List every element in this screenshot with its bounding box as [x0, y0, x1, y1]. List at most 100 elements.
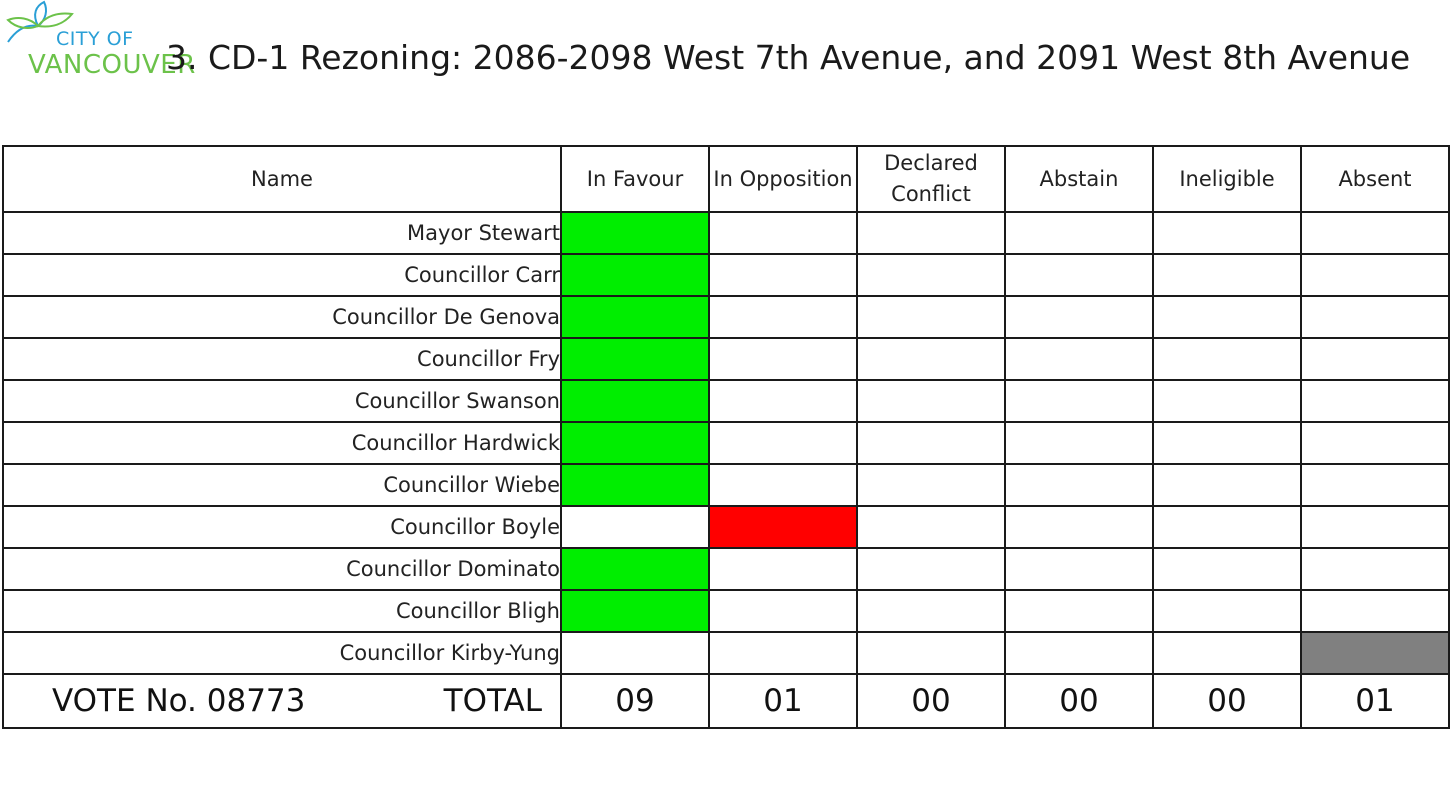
city-of-vancouver-logo: CITY OF VANCOUVER — [2, 0, 212, 80]
vote-cell-ineligible — [1152, 589, 1302, 633]
vote-cell-absent — [1300, 337, 1450, 381]
vote-cell-declared-conflict — [856, 379, 1006, 423]
vote-cell-in-opposition — [708, 211, 858, 255]
vote-cell-in-opposition — [708, 337, 858, 381]
table-row: Councillor De Genova — [2, 295, 1450, 339]
vote-cell-in-opposition — [708, 463, 858, 507]
total-row: VOTE No. 08773 TOTAL 09 01 00 00 00 01 — [2, 673, 1450, 729]
member-name: Councillor De Genova — [2, 295, 562, 339]
vote-cell-declared-conflict — [856, 211, 1006, 255]
total-in-opposition: 01 — [708, 673, 858, 729]
vote-cell-ineligible — [1152, 505, 1302, 549]
column-header-in-opposition: In Opposition — [708, 145, 858, 213]
vote-cell-absent — [1300, 211, 1450, 255]
vote-cell-absent — [1300, 505, 1450, 549]
member-name: Councillor Wiebe — [2, 463, 562, 507]
vote-cell-absent — [1300, 631, 1450, 675]
column-header-in-favour: In Favour — [560, 145, 710, 213]
page-title: 3. CD-1 Rezoning: 2086-2098 West 7th Ave… — [166, 38, 1411, 77]
vote-cell-in-opposition — [708, 379, 858, 423]
member-name: Councillor Swanson — [2, 379, 562, 423]
vote-cell-ineligible — [1152, 463, 1302, 507]
vote-cell-declared-conflict — [856, 589, 1006, 633]
logo-line-vancouver: VANCOUVER — [28, 50, 196, 80]
table-row: Councillor Dominato — [2, 547, 1450, 591]
member-name: Councillor Kirby-Yung — [2, 631, 562, 675]
total-ineligible: 00 — [1152, 673, 1302, 729]
vote-cell-in-favour — [560, 505, 710, 549]
vote-cell-in-opposition — [708, 589, 858, 633]
vote-cell-declared-conflict — [856, 295, 1006, 339]
vote-cell-abstain — [1004, 253, 1154, 297]
vote-cell-abstain — [1004, 337, 1154, 381]
vote-cell-abstain — [1004, 295, 1154, 339]
vote-cell-in-favour — [560, 337, 710, 381]
vote-cell-in-favour — [560, 379, 710, 423]
table-row: Councillor Hardwick — [2, 421, 1450, 465]
vote-cell-in-favour — [560, 589, 710, 633]
table-row: Councillor Swanson — [2, 379, 1450, 423]
vote-number: VOTE No. 08773 — [52, 683, 306, 719]
vote-cell-abstain — [1004, 463, 1154, 507]
vote-cell-abstain — [1004, 211, 1154, 255]
table-row: Councillor Kirby-Yung — [2, 631, 1450, 675]
leaf-logo-icon — [6, 0, 74, 43]
total-declared-conflict: 00 — [856, 673, 1006, 729]
vote-cell-in-favour — [560, 253, 710, 297]
total-abstain: 00 — [1004, 673, 1154, 729]
member-name: Councillor Carr — [2, 253, 562, 297]
vote-cell-abstain — [1004, 421, 1154, 465]
vote-cell-in-favour — [560, 295, 710, 339]
vote-cell-in-favour — [560, 463, 710, 507]
column-header-name: Name — [2, 145, 562, 213]
vote-cell-ineligible — [1152, 337, 1302, 381]
total-absent: 01 — [1300, 673, 1450, 729]
vote-cell-declared-conflict — [856, 337, 1006, 381]
member-name: Councillor Boyle — [2, 505, 562, 549]
member-name: Councillor Fry — [2, 337, 562, 381]
vote-cell-in-opposition — [708, 547, 858, 591]
vote-cell-absent — [1300, 379, 1450, 423]
vote-cell-ineligible — [1152, 421, 1302, 465]
table-row: Mayor Stewart — [2, 211, 1450, 255]
member-name: Mayor Stewart — [2, 211, 562, 255]
vote-cell-absent — [1300, 547, 1450, 591]
vote-cell-ineligible — [1152, 295, 1302, 339]
vote-cell-ineligible — [1152, 379, 1302, 423]
vote-cell-declared-conflict — [856, 631, 1006, 675]
vote-cell-absent — [1300, 463, 1450, 507]
column-header-absent: Absent — [1300, 145, 1450, 213]
header-row: Name In Favour In Opposition Declared Co… — [2, 145, 1450, 213]
vote-cell-abstain — [1004, 379, 1154, 423]
table-row: Councillor Boyle — [2, 505, 1450, 549]
table-row: Councillor Wiebe — [2, 463, 1450, 507]
member-name: Councillor Hardwick — [2, 421, 562, 465]
vote-cell-declared-conflict — [856, 547, 1006, 591]
table-row: Councillor Fry — [2, 337, 1450, 381]
vote-cell-in-favour — [560, 547, 710, 591]
vote-cell-in-opposition — [708, 631, 858, 675]
vote-cell-abstain — [1004, 589, 1154, 633]
vote-cell-in-opposition — [708, 253, 858, 297]
vote-cell-declared-conflict — [856, 421, 1006, 465]
vote-cell-abstain — [1004, 505, 1154, 549]
vote-cell-absent — [1300, 589, 1450, 633]
vote-cell-ineligible — [1152, 547, 1302, 591]
vote-cell-declared-conflict — [856, 463, 1006, 507]
vote-cell-in-favour — [560, 211, 710, 255]
column-header-ineligible: Ineligible — [1152, 145, 1302, 213]
vote-cell-in-favour — [560, 631, 710, 675]
vote-cell-ineligible — [1152, 631, 1302, 675]
vote-cell-absent — [1300, 421, 1450, 465]
vote-cell-in-opposition — [708, 295, 858, 339]
vote-cell-absent — [1300, 295, 1450, 339]
member-name: Councillor Dominato — [2, 547, 562, 591]
vote-cell-declared-conflict — [856, 253, 1006, 297]
vote-cell-abstain — [1004, 547, 1154, 591]
table-row: Councillor Carr — [2, 253, 1450, 297]
vote-cell-declared-conflict — [856, 505, 1006, 549]
total-in-favour: 09 — [560, 673, 710, 729]
total-label-cell: VOTE No. 08773 TOTAL — [2, 673, 562, 729]
vote-cell-abstain — [1004, 631, 1154, 675]
column-header-abstain: Abstain — [1004, 145, 1154, 213]
